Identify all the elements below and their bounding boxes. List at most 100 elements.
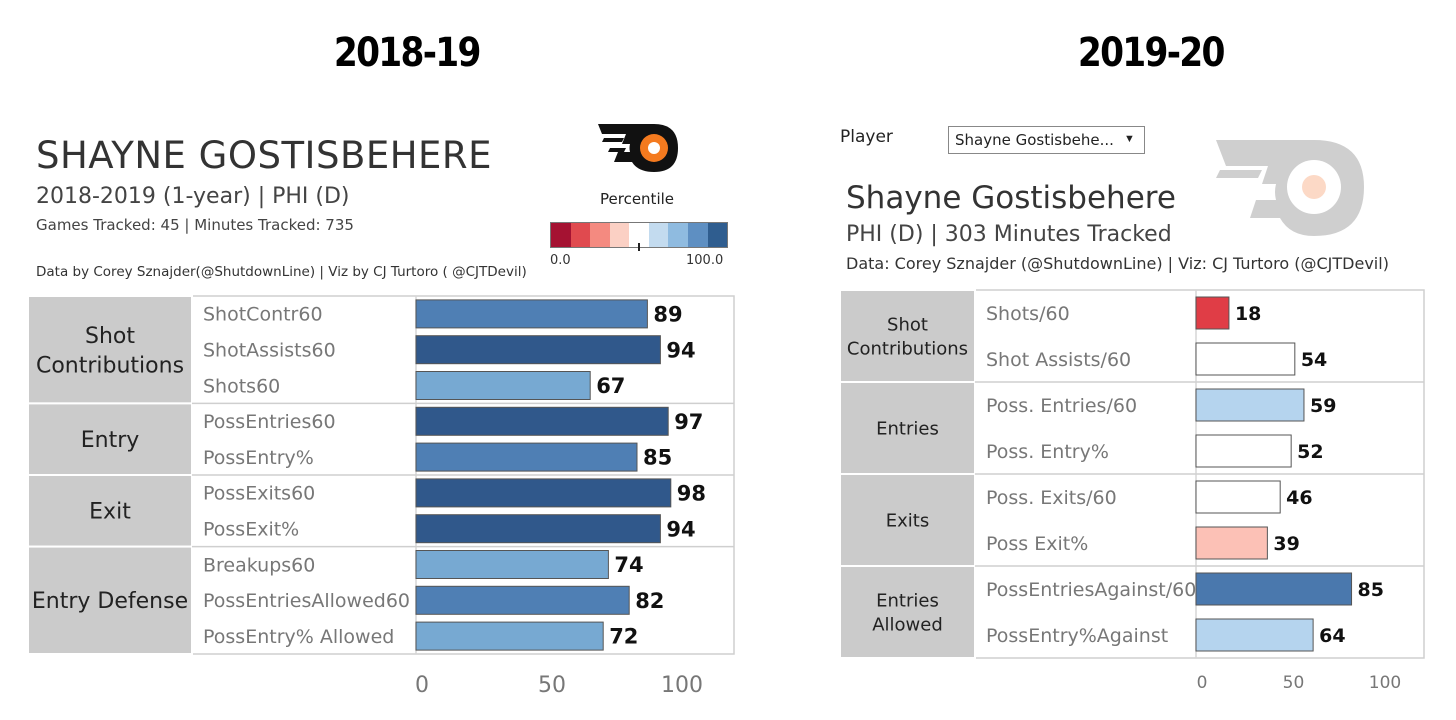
x-tick-label: 100: [661, 673, 703, 698]
group-label: Entries: [876, 590, 939, 611]
season-title-left: 2018-19: [333, 30, 482, 76]
group-label: Exits: [886, 510, 929, 531]
value-label: 59: [1310, 395, 1336, 417]
value-label: 97: [674, 410, 703, 434]
group-cell: [27, 545, 193, 655]
player-select[interactable]: Shayne Gostisbehe...: [948, 126, 1145, 154]
metric-label: Shots/60: [986, 303, 1070, 325]
percentile-color-legend: [550, 222, 728, 248]
credit-left: Data by Corey Sznajder(@ShutdownLine) | …: [36, 264, 527, 280]
group-cell: [839, 289, 976, 383]
bar: [1195, 342, 1296, 376]
group-cell: [839, 381, 976, 475]
bar: [415, 514, 661, 544]
value-label: 94: [666, 517, 695, 541]
bar: [1195, 618, 1314, 652]
legend-swatch: [570, 223, 591, 247]
player-subtitle-left: 2018-2019 (1-year) | PHI (D): [36, 184, 350, 209]
bar: [1195, 572, 1353, 606]
bar: [415, 478, 672, 508]
metric-label: ShotContr60: [203, 304, 323, 326]
value-label: 98: [677, 481, 706, 505]
metric-label: Shots60: [203, 375, 280, 397]
metric-label: PossExit%: [203, 519, 299, 541]
legend-swatch: [551, 223, 571, 247]
metric-label: Breakups60: [203, 554, 315, 576]
metric-label: Shot Assists/60: [986, 349, 1131, 371]
value-label: 46: [1286, 487, 1312, 509]
legend-swatch: [668, 223, 688, 247]
value-label: 72: [609, 625, 638, 649]
metric-label: PossEntries60: [203, 411, 336, 433]
player-select-label: Player: [840, 127, 893, 147]
flyers-logo-icon: [598, 124, 678, 172]
metric-label: PossEntriesAgainst/60: [986, 579, 1196, 601]
metric-label: PossExits60: [203, 483, 315, 505]
value-label: 39: [1273, 533, 1299, 555]
dropdown-arrow-icon[interactable]: ▼: [1124, 133, 1135, 145]
bar: [415, 442, 638, 472]
value-label: 54: [1301, 349, 1327, 371]
metric-label: Poss. Entries/60: [986, 395, 1137, 417]
bar: [415, 371, 591, 400]
group-label: Contributions: [847, 339, 968, 360]
x-tick-label: 50: [1283, 673, 1305, 693]
legend-swatch: [629, 223, 649, 247]
group-cell: [27, 474, 193, 548]
metric-label: ShotAssists60: [203, 340, 336, 362]
value-label: 52: [1297, 441, 1323, 463]
x-tick-label: 50: [538, 673, 566, 698]
x-tick-label: 0: [415, 673, 429, 698]
season-title-right: 2019-20: [1077, 30, 1226, 76]
flyers-logo-faded-icon: [1216, 140, 1364, 236]
player-name-left: SHAYNE GOSTISBEHERE: [36, 134, 492, 177]
metric-label: Poss. Exits/60: [986, 487, 1117, 509]
metric-label: Poss Exit%: [986, 533, 1088, 555]
bar: [415, 585, 630, 615]
group-label: Allowed: [872, 615, 943, 636]
value-label: 85: [643, 446, 672, 470]
bar: [1195, 434, 1292, 468]
group-label: Entries: [876, 418, 939, 439]
bar: [1195, 526, 1268, 560]
bar: [1195, 296, 1230, 330]
legend-max-label: 100.0: [686, 253, 724, 268]
group-label: Shot: [887, 314, 928, 335]
metric-label: PossEntry%: [203, 447, 314, 469]
group-label: Exit: [89, 500, 131, 525]
group-cell: [27, 295, 193, 405]
legend-swatch: [648, 223, 669, 247]
legend-title: Percentile: [600, 190, 675, 208]
player-name-right: Shayne Gostisbehere: [846, 180, 1176, 216]
legend-marker: [638, 243, 640, 251]
tracked-info-left: Games Tracked: 45 | Minutes Tracked: 735: [36, 216, 354, 234]
value-label: 82: [635, 589, 664, 613]
group-label: Entry Defense: [32, 589, 188, 614]
x-tick-label: 0: [1197, 673, 1208, 693]
player-subtitle-right: PHI (D) | 303 Minutes Tracked: [846, 222, 1172, 247]
legend-swatch: [609, 223, 630, 247]
legend-swatch: [687, 223, 708, 247]
legend-swatch: [590, 223, 610, 247]
value-label: 67: [596, 374, 625, 398]
legend-swatch: [707, 223, 728, 247]
group-label: Shot: [85, 324, 135, 349]
legend-min-label: 0.0: [550, 253, 571, 268]
value-label: 94: [666, 338, 695, 362]
bar: [415, 299, 648, 329]
x-tick-label: 100: [1369, 673, 1401, 693]
bar: [415, 406, 669, 436]
value-label: 89: [653, 302, 682, 326]
bar: [415, 335, 661, 365]
credit-right: Data: Corey Sznajder (@ShutdownLine) | V…: [846, 254, 1389, 273]
bar: [415, 550, 609, 579]
metric-label: Poss. Entry%: [986, 441, 1109, 463]
bar: [415, 621, 604, 651]
value-label: 18: [1235, 303, 1261, 325]
group-cell: [839, 473, 976, 567]
value-label: 64: [1319, 625, 1345, 647]
value-label: 85: [1358, 579, 1384, 601]
bar: [1195, 480, 1281, 514]
metric-label: PossEntry% Allowed: [203, 626, 394, 648]
